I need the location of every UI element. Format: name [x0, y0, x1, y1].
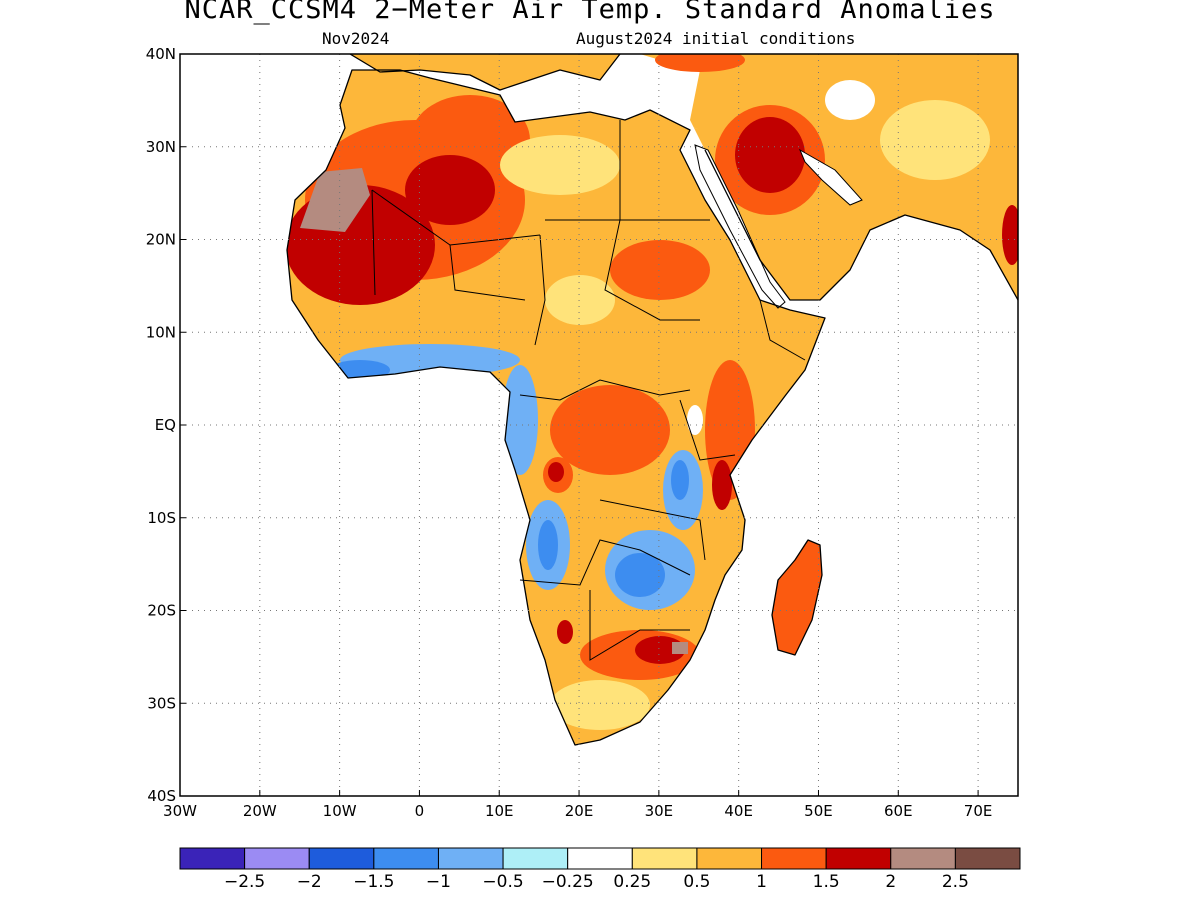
colorbar-label: −2 [297, 872, 322, 892]
y-tick-label: 10S [147, 509, 176, 527]
colorbar-swatch [502, 847, 569, 870]
arabia-anomaly-core [735, 117, 805, 193]
y-tick-label: 20S [147, 602, 176, 620]
colorbar-label: −1 [426, 872, 451, 892]
madagascar-coastline [771, 539, 823, 656]
y-tick-label: 30S [147, 694, 176, 712]
europe-coastline [349, 54, 621, 91]
colorbar-swatch [890, 847, 956, 870]
x-tick-label: 20E [565, 802, 594, 820]
x-tick-label: 30E [645, 802, 674, 820]
colorbar-label: −0.25 [542, 872, 594, 892]
x-tick-label: 70E [964, 802, 993, 820]
y-tick-label: 20N [146, 231, 176, 249]
x-tick-label: 10E [485, 802, 514, 820]
colorbar-label: 1 [756, 872, 767, 892]
persian-gulf [798, 148, 863, 206]
colorbar-swatch [696, 847, 763, 870]
initial-conditions: August2024 initial conditions [576, 29, 856, 48]
colorbar-swatch [825, 847, 892, 870]
forecast-month: Nov2024 [322, 29, 390, 48]
y-tick-label: 10N [146, 323, 176, 341]
colorbar-label: −0.5 [482, 872, 523, 892]
x-tick-label: 10W [323, 802, 357, 820]
x-tick-label: 30W [163, 802, 197, 820]
mediterranean-sea [500, 95, 700, 130]
colorbar-swatch [567, 847, 633, 870]
colorbar-label: 0.5 [683, 872, 710, 892]
colorbar-label: 1.5 [813, 872, 840, 892]
x-tick-label: 60E [884, 802, 913, 820]
country-borders [371, 120, 806, 661]
colorbar-label: −1.5 [353, 872, 394, 892]
map-title: NCAR_CCSM4 2−Meter Air Temp. Standard An… [184, 0, 996, 25]
x-tick-label: 20W [243, 802, 277, 820]
caspian-anomaly [825, 80, 875, 120]
colorbar-swatch [179, 847, 246, 870]
southern-europe-landmass [350, 54, 620, 90]
x-tick-label: 40E [724, 802, 753, 820]
colorbar-swatch [761, 847, 827, 870]
india-anomaly [1002, 205, 1018, 265]
colorbar-swatch [244, 847, 310, 870]
colorbar-label: 2 [885, 872, 896, 892]
colorbar-swatch [954, 847, 1021, 870]
y-tick-label: 30N [146, 138, 176, 156]
colorbar-label: 0.25 [613, 872, 651, 892]
y-tick-label: 40N [146, 45, 176, 63]
colorbar-swatch [308, 847, 375, 870]
colorbar: −2.5 −2 −1.5 −1 −0.5 −0.25 0.25 0.5 1 1.5 2 2.5 [179, 847, 1021, 892]
africa-anomaly-patches [287, 95, 755, 730]
iran-anomaly [880, 100, 990, 180]
colorbar-swatch [631, 847, 698, 870]
colorbar-label: 2.5 [942, 872, 969, 892]
red-sea [694, 144, 786, 309]
colorbar-swatch [373, 847, 439, 870]
madagascar [772, 540, 822, 655]
africa-coastline [286, 69, 826, 746]
x-tick-label: 50E [804, 802, 833, 820]
turkey-anomaly [655, 54, 745, 72]
x-tick-label: 0 [415, 802, 425, 820]
colorbar-label: −2.5 [224, 872, 265, 892]
y-tick-label: EQ [155, 416, 176, 434]
y-tick-label: 40S [147, 787, 176, 805]
colorbar-swatch [437, 847, 504, 870]
